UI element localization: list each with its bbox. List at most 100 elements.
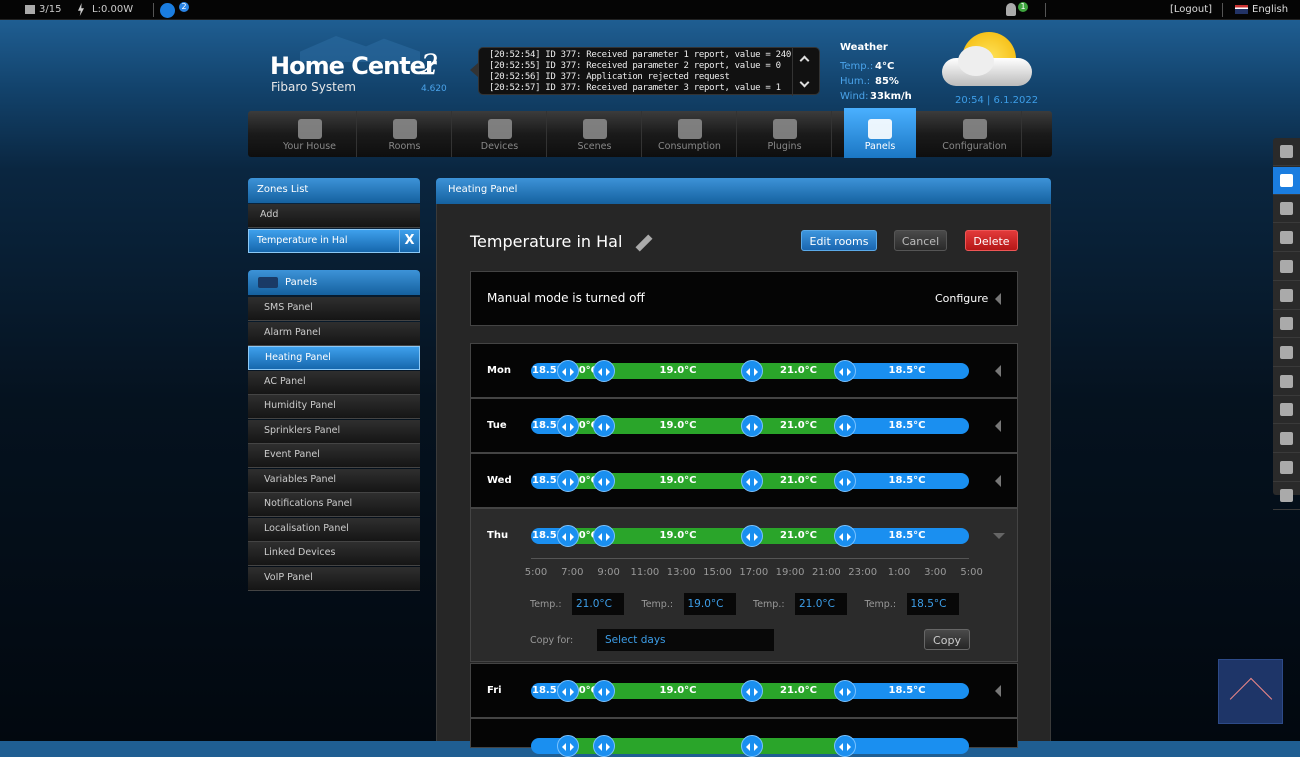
time-label: 3:00 xyxy=(924,567,947,578)
handle[interactable] xyxy=(557,735,579,757)
toolbar-button[interactable] xyxy=(1273,339,1300,367)
configure[interactable]: Configure xyxy=(935,292,989,305)
segment-label: 18.5°C xyxy=(888,685,926,696)
handle[interactable] xyxy=(557,680,579,702)
temp-select[interactable]: 21.0°C xyxy=(572,593,624,615)
panel-item[interactable]: Event Panel xyxy=(248,444,420,468)
handle[interactable] xyxy=(557,415,579,437)
panel-item[interactable]: Localisation Panel xyxy=(248,517,420,542)
temp-select[interactable]: 18.5°C xyxy=(906,593,959,615)
toolbar-button[interactable] xyxy=(1273,454,1300,482)
icon xyxy=(958,46,994,76)
toolbar-button[interactable] xyxy=(1273,425,1300,453)
page-title: Temperature in Hal xyxy=(470,232,623,251)
panel-item[interactable]: Humidity Panel xyxy=(248,395,420,419)
nav-tab[interactable]: Your House xyxy=(263,111,357,157)
zone-add[interactable]: Add xyxy=(248,204,420,228)
handle[interactable] xyxy=(741,415,763,437)
toolbar-button[interactable] xyxy=(1273,253,1300,281)
toolbar-button[interactable] xyxy=(1273,224,1300,253)
handle[interactable] xyxy=(834,470,856,492)
icon xyxy=(773,119,797,139)
cancel[interactable]: Cancel xyxy=(894,230,947,251)
days-select[interactable]: Select days xyxy=(597,629,774,651)
nav-tab[interactable]: Configuration xyxy=(928,111,1022,157)
handle[interactable] xyxy=(834,735,856,757)
language[interactable]: English xyxy=(1252,4,1289,15)
info-badge: 2 xyxy=(179,2,189,12)
segment-label: 18.5°C xyxy=(532,365,568,376)
temp-label: Temp.: xyxy=(530,599,562,610)
panel-item[interactable]: Heating Panel xyxy=(248,346,420,370)
icon xyxy=(1280,259,1293,273)
segment-label: 21.0°C xyxy=(568,685,599,696)
panel-item[interactable]: Notifications Panel xyxy=(248,493,420,517)
weather-label: Hum.: xyxy=(840,76,871,87)
nav-tab[interactable]: Rooms xyxy=(358,111,452,157)
icon xyxy=(754,423,758,431)
panel-item[interactable]: VoIP Panel xyxy=(248,566,420,591)
scroll-top[interactable] xyxy=(1218,659,1283,724)
zones-header: Zones List xyxy=(248,178,420,203)
toolbar-button[interactable] xyxy=(1273,282,1300,310)
handle[interactable] xyxy=(593,525,615,547)
handle[interactable] xyxy=(557,470,579,492)
panel-item[interactable]: Sprinklers Panel xyxy=(248,419,420,444)
toolbar-button[interactable] xyxy=(1273,396,1300,425)
icon xyxy=(1280,374,1293,388)
icon xyxy=(606,688,610,696)
icon xyxy=(1280,288,1293,302)
temp-select[interactable]: 21.0°C xyxy=(795,593,847,615)
handle[interactable] xyxy=(557,360,579,382)
nav-label: Your House xyxy=(282,141,337,152)
toolbar-button[interactable] xyxy=(1273,368,1300,396)
nav-tab[interactable]: Scenes xyxy=(548,111,642,157)
handle[interactable] xyxy=(741,360,763,382)
logout[interactable]: [Logout] xyxy=(1170,4,1213,15)
handle[interactable] xyxy=(834,415,856,437)
temp-select[interactable]: 19.0°C xyxy=(683,593,736,615)
handle[interactable] xyxy=(557,525,579,547)
schedule-segment xyxy=(752,738,845,754)
nav-tab[interactable]: Panels xyxy=(844,108,916,158)
edit-rooms[interactable]: Edit rooms xyxy=(801,230,877,251)
nav-tab[interactable]: Consumption xyxy=(643,111,737,157)
handle[interactable] xyxy=(834,360,856,382)
toolbar-button[interactable] xyxy=(1273,482,1300,511)
nav-tab[interactable]: Devices xyxy=(453,111,547,157)
delete[interactable]: Delete xyxy=(965,230,1018,251)
toolbar-button[interactable] xyxy=(1273,195,1300,224)
handle[interactable] xyxy=(593,735,615,757)
icon xyxy=(754,688,758,696)
handle[interactable] xyxy=(593,680,615,702)
time-label: 23:00 xyxy=(848,567,878,578)
icon xyxy=(606,743,610,751)
zone-close[interactable]: X xyxy=(399,230,419,252)
handle[interactable] xyxy=(593,470,615,492)
handle[interactable] xyxy=(593,415,615,437)
power[interactable]: L:0.00W xyxy=(92,4,134,15)
handle[interactable] xyxy=(593,360,615,382)
handle[interactable] xyxy=(741,735,763,757)
handle[interactable] xyxy=(834,680,856,702)
toolbar-button[interactable] xyxy=(1273,166,1300,195)
nav-tab[interactable]: Plugins xyxy=(738,111,832,157)
handle[interactable] xyxy=(741,680,763,702)
copy-button[interactable]: Copy xyxy=(924,629,970,650)
panel-item[interactable]: Linked Devices xyxy=(248,542,420,566)
handle[interactable] xyxy=(834,525,856,547)
panel-item[interactable]: Alarm Panel xyxy=(248,321,420,346)
schedule-segment: 18.5°C xyxy=(845,473,969,489)
weather-value: 85% xyxy=(875,76,899,87)
info-icon[interactable] xyxy=(160,3,175,18)
icon xyxy=(1280,231,1293,245)
panel-item[interactable]: AC Panel xyxy=(248,370,420,395)
panel-item[interactable]: Variables Panel xyxy=(248,468,420,493)
toolbar-button[interactable] xyxy=(1273,310,1300,339)
handle[interactable] xyxy=(741,525,763,547)
panel-item[interactable]: SMS Panel xyxy=(248,297,420,321)
zone-item[interactable]: Temperature in Hal xyxy=(248,229,420,253)
icon xyxy=(570,533,574,541)
toolbar-button[interactable] xyxy=(1273,138,1300,166)
handle[interactable] xyxy=(741,470,763,492)
